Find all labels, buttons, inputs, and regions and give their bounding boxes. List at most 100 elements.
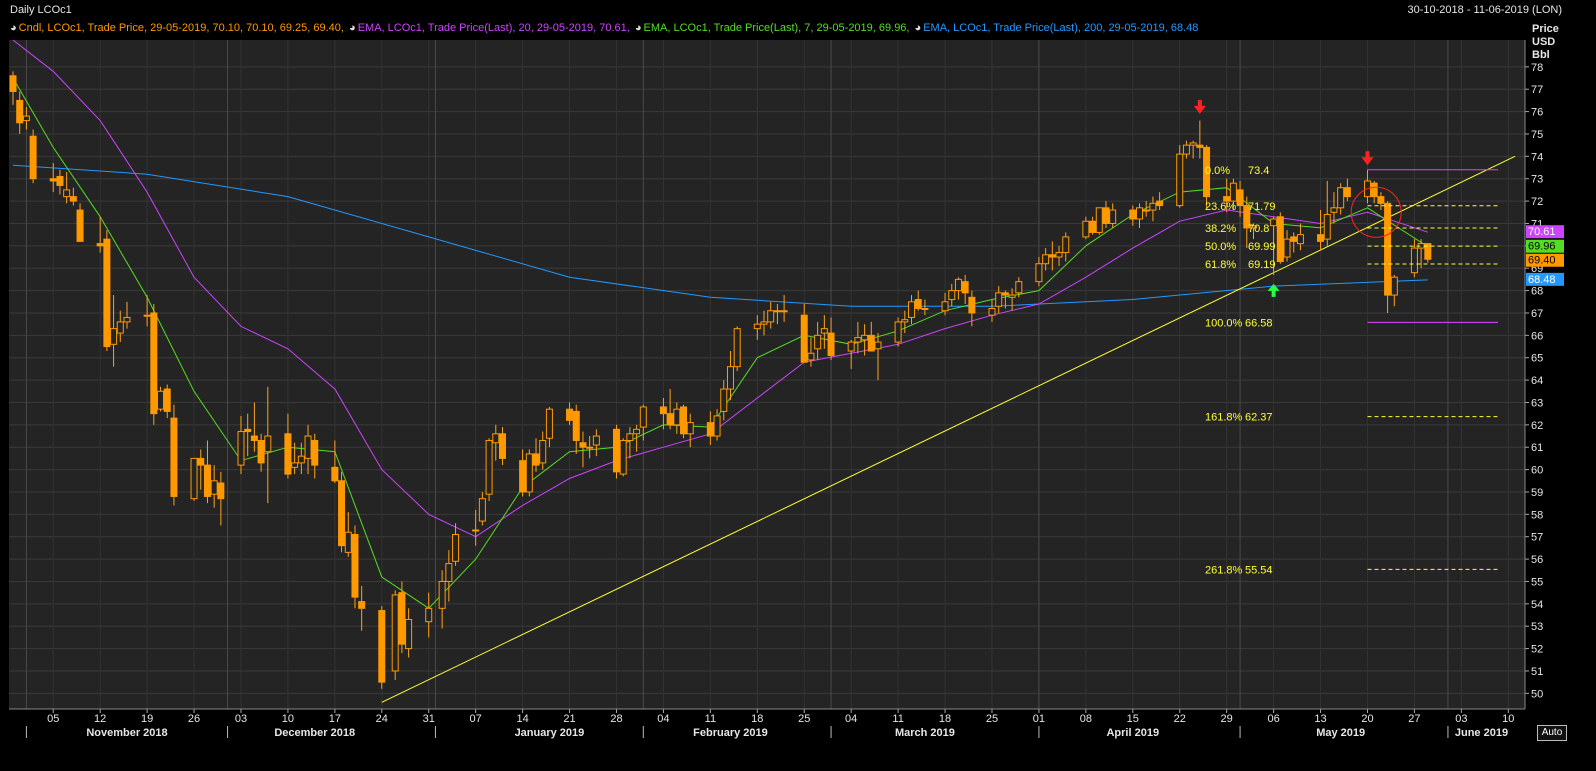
series-icon[interactable]: ◕ bbox=[914, 22, 922, 34]
y-tick-label: 73 bbox=[1531, 174, 1543, 186]
x-tick-label: 21 bbox=[563, 713, 575, 725]
candle-body bbox=[163, 388, 171, 412]
candle-body bbox=[586, 446, 594, 449]
series-icon[interactable]: ◕ bbox=[634, 22, 642, 34]
fib-level-label: 100.0% bbox=[1205, 317, 1243, 329]
candle-body bbox=[257, 440, 265, 464]
candle-body bbox=[203, 464, 211, 497]
candle-body bbox=[49, 178, 57, 182]
legend-ema20[interactable]: EMA, LCOc1, Trade Price(Last), 20, 29-05… bbox=[357, 22, 630, 34]
fib-level-value: 62.37 bbox=[1245, 412, 1273, 424]
candle-body bbox=[1203, 146, 1211, 198]
fib-level-value: 66.58 bbox=[1245, 317, 1273, 329]
price-axis[interactable]: 5051525354555657585960616263646566676869… bbox=[1524, 40, 1543, 709]
candle-body bbox=[726, 366, 734, 390]
price-tag bbox=[1526, 253, 1564, 267]
x-tick-label: 04 bbox=[657, 713, 669, 725]
x-tick-label: 24 bbox=[376, 713, 388, 725]
candle-body bbox=[1283, 238, 1291, 258]
x-tick-label: 04 bbox=[845, 713, 857, 725]
x-tick-label: 25 bbox=[986, 713, 998, 725]
y-tick-label: 76 bbox=[1531, 107, 1543, 119]
month-label: November 2018 bbox=[86, 727, 167, 739]
candle-body bbox=[1290, 236, 1298, 242]
x-tick-label: 13 bbox=[1314, 713, 1326, 725]
candle-body bbox=[1384, 202, 1392, 296]
candle-body bbox=[1196, 144, 1204, 148]
y-tick-label: 66 bbox=[1531, 330, 1543, 342]
candle-body bbox=[1189, 142, 1197, 146]
candle-body bbox=[901, 319, 909, 323]
candle-body bbox=[210, 480, 218, 495]
series-icon[interactable]: ◕ bbox=[349, 22, 356, 34]
candle-body bbox=[1330, 207, 1338, 213]
x-tick-label: 26 bbox=[188, 713, 200, 725]
x-tick-label: 10 bbox=[1502, 713, 1514, 725]
candle-body bbox=[1377, 196, 1385, 204]
fib-level-label: 161.8% bbox=[1205, 412, 1243, 424]
up-arrow-icon bbox=[1267, 283, 1280, 297]
x-tick-label: 03 bbox=[1455, 713, 1467, 725]
candle-body bbox=[1095, 207, 1103, 233]
candle-body bbox=[1001, 292, 1009, 296]
legend: ◕ Cndl, LCOc1, Trade Price, 29-05-2019, 7… bbox=[10, 22, 1200, 34]
candle-body bbox=[1136, 207, 1143, 220]
auto-scale-button[interactable]: Auto bbox=[1537, 725, 1567, 741]
x-tick-label: 18 bbox=[751, 713, 763, 725]
series-icon[interactable]: ◕ bbox=[10, 22, 17, 34]
fib-level-value: 71.79 bbox=[1248, 201, 1276, 213]
y-tick-label: 72 bbox=[1531, 196, 1543, 208]
x-tick-label: 22 bbox=[1174, 713, 1186, 725]
down-arrow-icon bbox=[1361, 151, 1374, 166]
legend-ema200[interactable]: EMA, LCOc1, Trade Price(Last), 200, 29-0… bbox=[923, 22, 1199, 34]
date-range: 30-10-2018 - 11-06-2019 (LON) bbox=[1407, 4, 1563, 16]
chart-title: Daily LCOc1 bbox=[10, 4, 72, 16]
legend-candle[interactable]: Cndl, LCOc1, Trade Price, 29-05-2019, 70… bbox=[18, 22, 344, 34]
candle-body bbox=[612, 428, 620, 473]
candle-body bbox=[103, 238, 111, 348]
candle-body bbox=[22, 115, 30, 122]
candle-body bbox=[190, 457, 198, 500]
candle-body bbox=[1410, 247, 1418, 274]
candle-body bbox=[706, 422, 714, 437]
y-tick-label: 75 bbox=[1531, 129, 1543, 141]
candle-body bbox=[150, 312, 158, 415]
legend-ema7[interactable]: EMA, LCOc1, Trade Price(Last), 7, 29-05-… bbox=[643, 22, 910, 34]
time-axis[interactable]: 05 12 19 26 03 10 17 24 31 07 14 21 28 04 11 18 25 04 11 18… bbox=[9, 708, 1525, 739]
x-tick-label: 20 bbox=[1361, 713, 1373, 725]
candle-body bbox=[1323, 214, 1331, 240]
candle-body bbox=[592, 435, 600, 446]
candle-body bbox=[968, 296, 976, 314]
candles bbox=[9, 71, 1432, 689]
candle-body bbox=[666, 413, 674, 426]
y-tick-label: 54 bbox=[1531, 599, 1543, 611]
candle-body bbox=[96, 243, 104, 247]
price-tag-label: 70.61 bbox=[1528, 226, 1556, 238]
y-tick-label: 78 bbox=[1531, 62, 1543, 74]
candle-body bbox=[1249, 225, 1257, 229]
candle-body bbox=[76, 209, 84, 242]
candle-body bbox=[767, 310, 775, 323]
candle-body bbox=[941, 301, 949, 312]
candle-body bbox=[338, 480, 346, 547]
fib-level-label: 50.0% bbox=[1205, 241, 1236, 253]
candle-body bbox=[264, 435, 272, 453]
candle-body bbox=[713, 415, 721, 437]
candle-body bbox=[820, 328, 828, 334]
candle-body bbox=[827, 332, 835, 356]
candle-body bbox=[1109, 209, 1117, 224]
candle-body bbox=[344, 531, 352, 553]
x-tick-label: 31 bbox=[423, 713, 435, 725]
candle-body bbox=[358, 601, 366, 609]
candle-body bbox=[780, 310, 788, 313]
x-tick-label: 06 bbox=[1267, 713, 1279, 725]
candle-body bbox=[123, 316, 131, 323]
candle-body bbox=[753, 323, 761, 330]
y-tick-label: 52 bbox=[1531, 644, 1543, 656]
candle-body bbox=[1343, 187, 1351, 198]
x-tick-label: 18 bbox=[939, 713, 951, 725]
y-tick-label: 60 bbox=[1531, 465, 1543, 477]
candle-body bbox=[1176, 153, 1184, 207]
candle-body bbox=[1424, 243, 1432, 260]
